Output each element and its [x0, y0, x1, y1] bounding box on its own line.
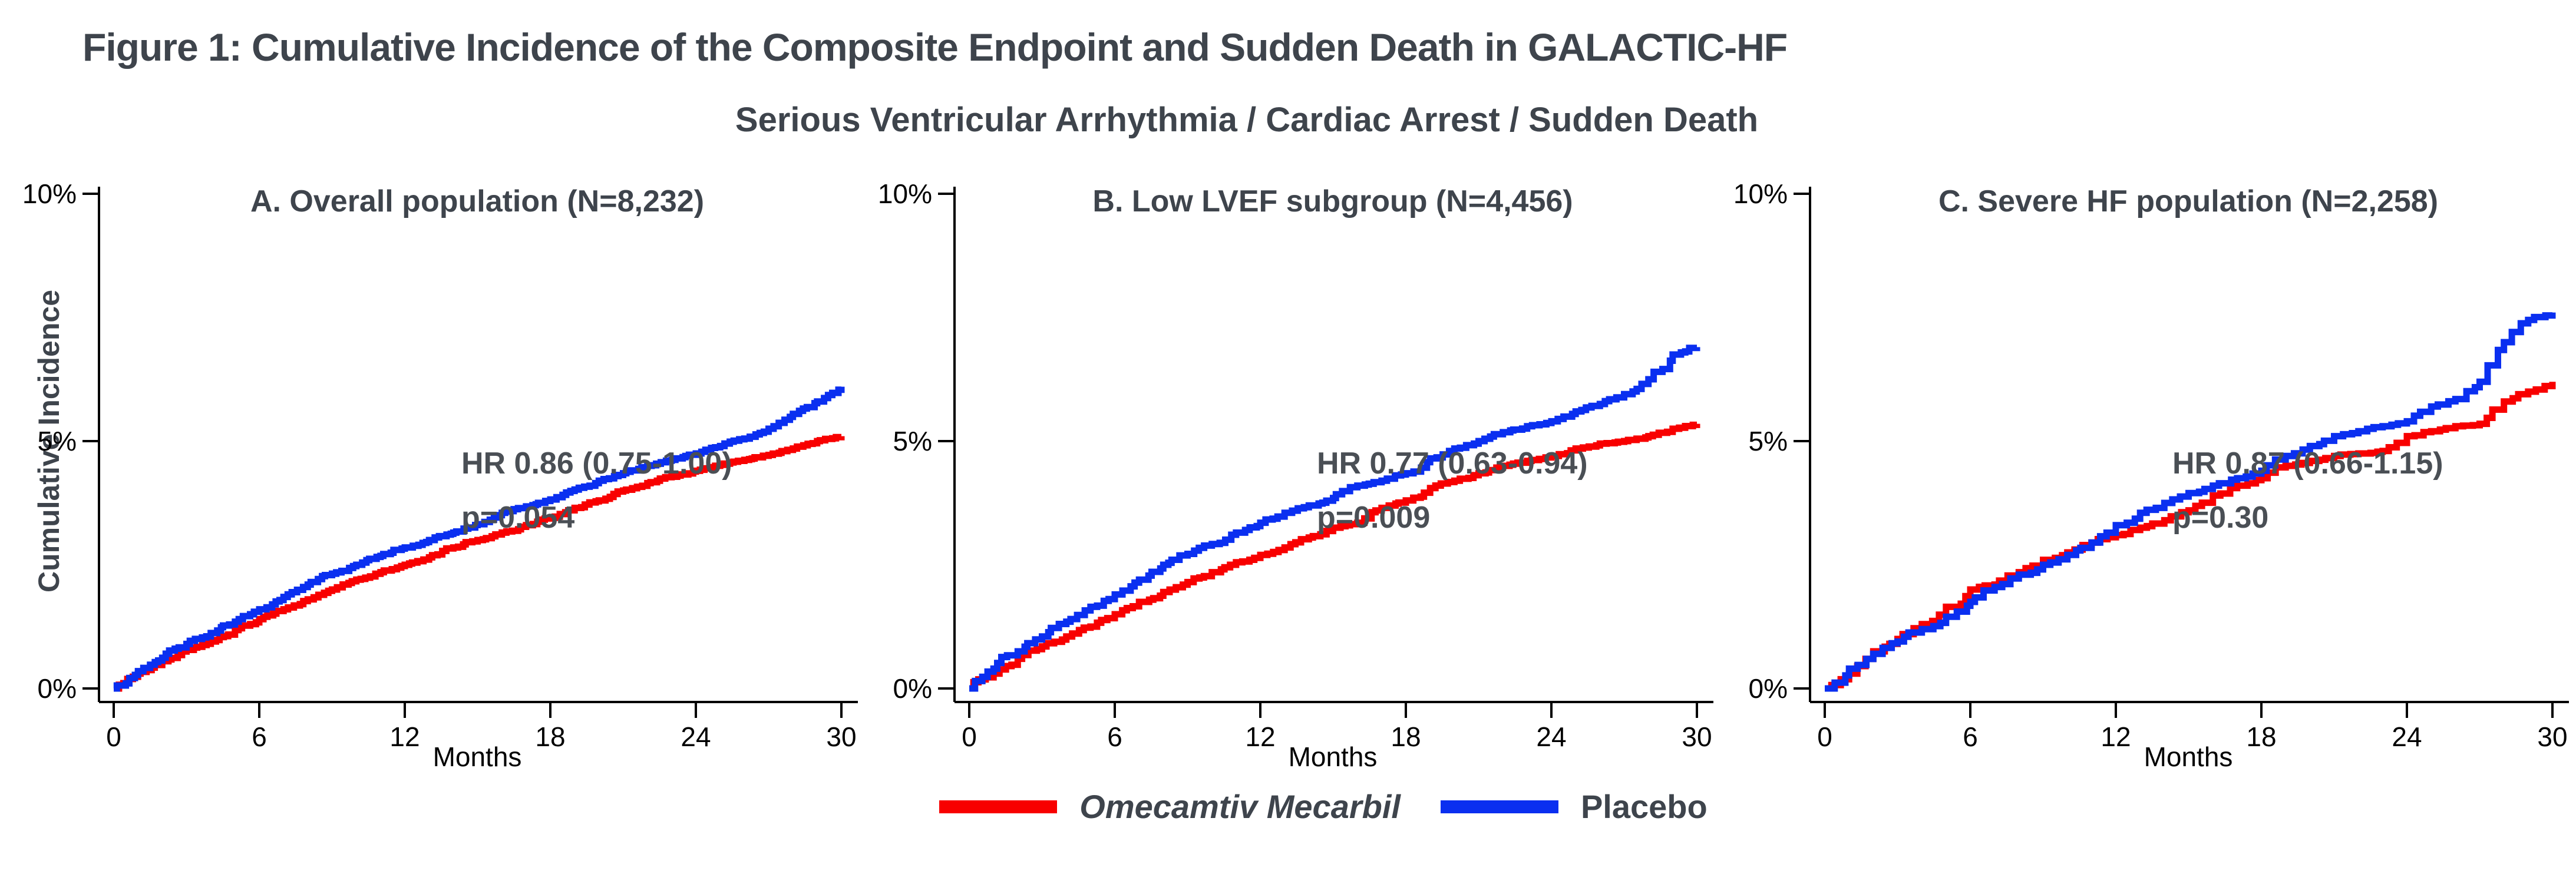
x-axis-title: Months: [433, 741, 522, 771]
legend-label-placebo: Placebo: [1580, 788, 1708, 825]
figure-header: Figure 1: Cumulative Incidence of the Co…: [0, 0, 2576, 140]
y-tick-0: 0%: [893, 673, 932, 704]
hr-annotation: HR 0.86 (0.75-1.00): [461, 446, 732, 481]
y-tick-5: 5%: [893, 426, 932, 456]
panel-overall-population: A. Overall population (N=8,232) Cumulati…: [5, 170, 860, 771]
x-axis-title: Months: [2144, 741, 2233, 771]
x-axis: 0 6 12 18 24 30 Months: [99, 701, 858, 771]
x-axis: 0 6 12 18 24 30 Months: [955, 701, 1713, 771]
x-tick-0: 0: [962, 721, 977, 752]
panel-b-chart: B. Low LVEF subgroup (N=4,456) 10% 5% 0%…: [878, 178, 1713, 771]
x-tick-18: 18: [1391, 721, 1421, 752]
y-tick-5: 5%: [38, 426, 77, 456]
panel-title: C. Severe HF population (N=2,258): [1938, 184, 2438, 218]
x-axis-title: Months: [1289, 741, 1378, 771]
x-tick-12: 12: [1245, 721, 1275, 752]
x-tick-24: 24: [1536, 721, 1566, 752]
curves: [1825, 312, 2556, 692]
x-tick-12: 12: [389, 721, 420, 752]
curves: [969, 345, 1700, 692]
panel-severe-hf-population: C. Severe HF population (N=2,258) 10% 5%…: [1716, 170, 2571, 771]
panel-title: A. Overall population (N=8,232): [250, 184, 704, 218]
y-tick-0: 0%: [1749, 673, 1788, 704]
x-tick-0: 0: [1817, 721, 1832, 752]
curve-omecamtiv-mecarbil: [114, 433, 845, 692]
figure-title: Figure 1: Cumulative Incidence of the Co…: [82, 25, 1788, 69]
p-annotation: p=0.054: [461, 501, 574, 535]
x-tick-18: 18: [535, 721, 565, 752]
panel-grid: A. Overall population (N=8,232) Cumulati…: [5, 170, 2576, 771]
y-tick-10: 10%: [878, 178, 932, 209]
y-tick-10: 10%: [1733, 178, 1788, 209]
figure-subtitle: Serious Ventricular Arrhythmia / Cardiac…: [735, 101, 1759, 139]
curve-omecamtiv-mecarbil: [1825, 382, 2556, 692]
x-tick-6: 6: [252, 721, 267, 752]
y-axis: 10% 5% 0%: [1733, 178, 1811, 704]
panel-a-chart: A. Overall population (N=8,232) Cumulati…: [22, 178, 858, 771]
x-tick-6: 6: [1963, 721, 1978, 752]
p-annotation: p=0.30: [2172, 501, 2268, 535]
legend-label-omecamtiv: Omecamtiv Mecarbil: [1079, 788, 1401, 825]
curve-placebo: [1825, 312, 2556, 692]
x-tick-12: 12: [2101, 721, 2131, 752]
legend-swatch-placebo: [1440, 800, 1558, 813]
y-axis: 10% 5% 0%: [22, 178, 100, 704]
legend-swatch-omecamtiv: [939, 800, 1058, 813]
y-tick-0: 0%: [38, 673, 77, 704]
curve-placebo: [969, 345, 1700, 692]
x-tick-30: 30: [826, 721, 856, 752]
x-tick-6: 6: [1107, 721, 1122, 752]
curve-omecamtiv-mecarbil: [969, 421, 1700, 692]
y-axis-title: Cumulative Incidence: [32, 290, 65, 592]
curves: [113, 386, 845, 692]
y-axis: 10% 5% 0%: [878, 178, 956, 704]
hr-annotation: HR 0.77 (0.63-0.94): [1317, 446, 1588, 481]
y-tick-10: 10%: [22, 178, 77, 209]
panel-title: B. Low LVEF subgroup (N=4,456): [1092, 184, 1573, 218]
x-axis: 0 6 12 18 24 30 Months: [1810, 701, 2569, 771]
panel-c-chart: C. Severe HF population (N=2,258) 10% 5%…: [1733, 178, 2569, 771]
legend: Omecamtiv Mecarbil Placebo: [35, 787, 2576, 826]
y-tick-5: 5%: [1749, 426, 1788, 456]
panel-low-lvef-subgroup: B. Low LVEF subgroup (N=4,456) 10% 5% 0%…: [860, 170, 1716, 771]
hr-annotation: HR 0.87 (0.66-1.15): [2172, 446, 2443, 481]
x-tick-30: 30: [1682, 721, 1712, 752]
x-tick-24: 24: [681, 721, 711, 752]
x-tick-0: 0: [106, 721, 121, 752]
curve-placebo: [113, 386, 845, 692]
p-annotation: p=0.009: [1317, 501, 1430, 535]
x-tick-30: 30: [2537, 721, 2567, 752]
x-tick-18: 18: [2246, 721, 2276, 752]
x-tick-24: 24: [2392, 721, 2422, 752]
